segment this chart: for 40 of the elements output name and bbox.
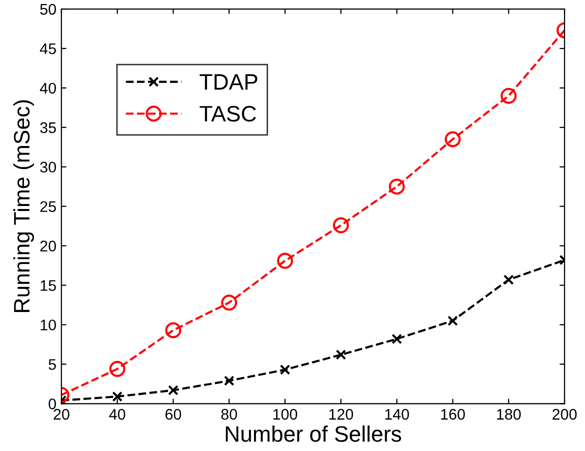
y-tick-label: 35: [40, 122, 56, 134]
y-tick-label: 45: [40, 44, 56, 54]
y-tick-label: 20: [40, 240, 56, 252]
x-tick-label: 180: [497, 408, 521, 420]
point: [444, 131, 461, 148]
y-axis-title: Running Time (mSec): [13, 100, 34, 312]
x-tick-label: 140: [385, 408, 409, 420]
point: [109, 360, 126, 377]
point: [168, 385, 178, 396]
legend-label: TDAP: [200, 74, 258, 90]
y-tick-label: 15: [40, 280, 56, 291]
point: [388, 178, 405, 195]
x-tick-label: 60: [166, 408, 182, 420]
y-tick-label: 30: [40, 162, 56, 173]
y-tick-label: 10: [40, 320, 56, 330]
point: [224, 376, 234, 386]
x-tick-label: 120: [329, 408, 354, 420]
x-tick-label: 100: [273, 408, 298, 420]
x-axis-title: Number of Sellers: [226, 426, 402, 442]
point: [165, 322, 182, 338]
point: [500, 88, 517, 104]
x-tick-label: 200: [552, 408, 577, 420]
point: [448, 316, 458, 326]
x-tick-label: 160: [441, 408, 465, 420]
y-tick-label: 0: [48, 398, 56, 410]
y-tick-label: 40: [40, 82, 56, 94]
y-tick-label: 5: [48, 359, 56, 370]
point: [280, 364, 290, 375]
x-tick-label: 80: [221, 408, 238, 420]
point: [503, 274, 514, 285]
legend-label: TASC: [200, 106, 256, 122]
point: [112, 391, 123, 402]
x-tick-label: 40: [109, 408, 126, 420]
y-tick-label: 50: [40, 4, 56, 15]
point: [332, 217, 349, 234]
point: [221, 294, 238, 311]
point: [336, 350, 346, 360]
point: [277, 252, 294, 269]
point: [392, 334, 402, 344]
y-tick-label: 25: [40, 201, 56, 212]
